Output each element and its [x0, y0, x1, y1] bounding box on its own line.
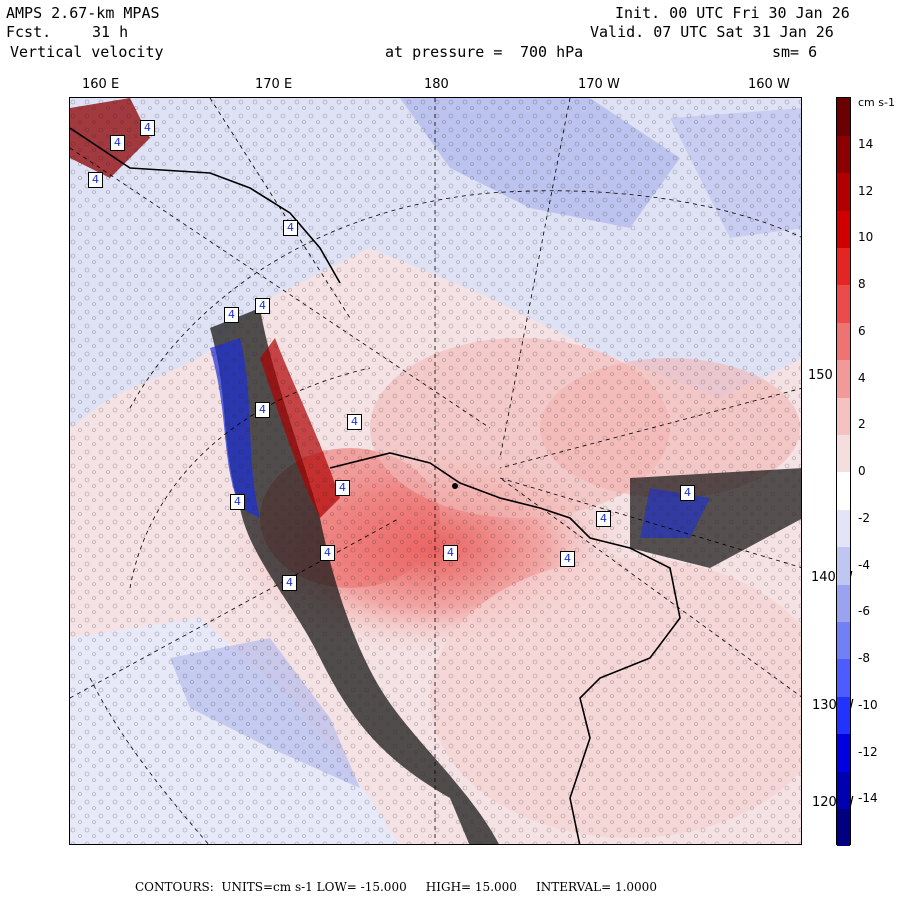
colorbar-segment — [837, 509, 850, 548]
smoothing-label: sm= 6 — [772, 43, 818, 61]
pressure-value: 700 hPa — [520, 43, 584, 61]
colorbar-segment — [837, 172, 850, 211]
contour-marker: 4 — [282, 575, 297, 591]
contour-marker: 4 — [230, 494, 245, 510]
colorbar-tick-label: -12 — [858, 744, 878, 759]
contour-marker: 4 — [224, 307, 239, 323]
forecast-hour: 31 h — [92, 23, 129, 41]
colorbar-segment — [837, 98, 850, 136]
colorbar-tick-label: -10 — [858, 697, 878, 712]
colorbar-tick-label: -8 — [858, 651, 870, 665]
contour-footer: CONTOURS: UNITS=cm s-1 LOW= -15.000 HIGH… — [135, 880, 657, 894]
contour-marker: 4 — [680, 485, 695, 501]
colorbar-segment — [837, 135, 850, 174]
colorbar-segment — [837, 584, 850, 623]
colorbar-segment — [837, 696, 850, 735]
colorbar-segment — [837, 247, 850, 286]
contour-texture — [70, 98, 801, 844]
lon-label: 160 E — [82, 77, 120, 92]
footer-low: LOW= -15.000 — [316, 880, 407, 894]
colorbar-tick-label: -4 — [858, 557, 870, 572]
colorbar-segment — [837, 322, 850, 361]
colorbar-segment — [837, 472, 850, 510]
lon-label: 170 W — [578, 77, 620, 92]
colorbar-segment — [837, 210, 850, 249]
colorbar-segment — [837, 546, 850, 585]
colorbar-segment — [837, 397, 850, 436]
colorbar-segment — [837, 771, 850, 810]
colorbar-segment — [837, 285, 850, 323]
footer-units: UNITS=cm s-1 — [221, 880, 313, 894]
colorbar-units: cm s-1 — [858, 96, 895, 109]
colorbar-segment — [837, 733, 850, 772]
contour-marker: 4 — [110, 135, 125, 151]
lon-label: 170 E — [255, 77, 293, 92]
contour-marker: 4 — [560, 551, 575, 567]
colorbar-tick-label: 6 — [858, 323, 866, 338]
colorbar-segment — [837, 434, 850, 473]
contour-marker: 4 — [255, 402, 270, 418]
colorbar-tick-label: -6 — [858, 604, 870, 619]
lon-label: 180 — [424, 77, 449, 92]
forecast-label: Fcst. — [6, 23, 52, 41]
graticule — [70, 98, 801, 844]
footer-contours: CONTOURS: — [135, 880, 214, 894]
field-name: Vertical velocity — [10, 43, 164, 61]
station-dot — [452, 483, 458, 489]
coastline — [70, 127, 681, 844]
colorbar — [836, 97, 851, 847]
colorbar-tick-label: 8 — [858, 277, 866, 291]
colorbar-tick-label: 10 — [858, 230, 874, 245]
contour-marker: 4 — [88, 172, 103, 188]
colorbar-tick-label: -14 — [858, 791, 878, 806]
contour-marker: 4 — [347, 414, 362, 430]
valid-time: Valid. 07 UTC Sat 31 Jan 26 — [590, 23, 834, 41]
colorbar-tick-label: 12 — [858, 183, 874, 198]
contour-marker: 4 — [320, 545, 335, 561]
init-time: Init. 00 UTC Fri 30 Jan 26 — [615, 4, 850, 22]
colorbar-tick-label: 4 — [858, 370, 866, 385]
colorbar-tick-label: 0 — [858, 464, 866, 478]
colorbar-segment — [837, 659, 850, 697]
vertical-velocity-field — [70, 98, 801, 844]
colorbar-segment — [837, 359, 850, 398]
footer-interval: INTERVAL= 1.0000 — [536, 880, 657, 894]
contour-marker: 4 — [443, 545, 458, 561]
footer-high: HIGH= 15.000 — [425, 880, 517, 894]
lon-label: 160 W — [748, 77, 790, 92]
colorbar-segment — [837, 808, 850, 847]
pressure-label: at pressure = — [385, 43, 503, 61]
model-title: AMPS 2.67-km MPAS — [6, 4, 160, 22]
colorbar-tick-label: 14 — [858, 136, 874, 151]
colorbar-segment — [837, 621, 850, 660]
contour-marker: 4 — [255, 298, 270, 314]
colorbar-tick-label: -2 — [858, 510, 870, 525]
contour-marker: 4 — [283, 220, 298, 236]
map-panel — [69, 97, 802, 845]
contour-marker: 4 — [596, 511, 611, 527]
contour-marker: 4 — [335, 480, 350, 496]
contour-marker: 4 — [140, 120, 155, 136]
colorbar-tick-label: 2 — [858, 417, 866, 432]
